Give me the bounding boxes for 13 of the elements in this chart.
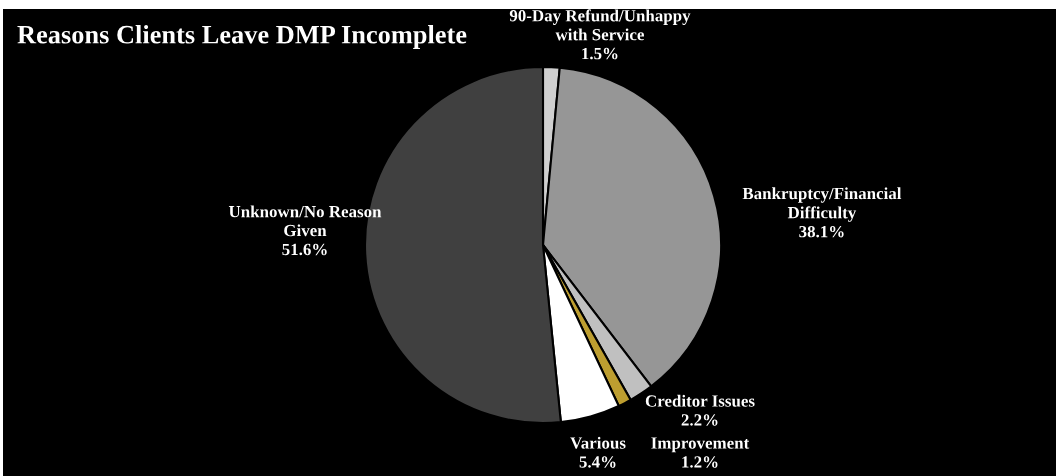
slice-label: Various <box>570 436 626 449</box>
data-label: 1.5% <box>582 47 618 60</box>
slice-label: 90-Day Refund/Unhappy with Service <box>509 9 691 41</box>
data-label: 5.4% <box>579 456 616 468</box>
slice-label: Creditor Issues <box>645 394 755 407</box>
data-label: 2.2% <box>681 414 718 426</box>
data-label: 51.6% <box>282 243 327 256</box>
data-label: 38.1% <box>799 225 844 238</box>
slice-label: Bankruptcy/Financial Difficulty <box>742 187 902 222</box>
text: Reasons Clients Leave DMP Incomplete <box>17 25 467 49</box>
data-label: 1.2% <box>682 456 718 468</box>
slice-label: Unknown/No Reason Given <box>228 205 382 237</box>
slice-label: Improvement <box>651 437 750 453</box>
